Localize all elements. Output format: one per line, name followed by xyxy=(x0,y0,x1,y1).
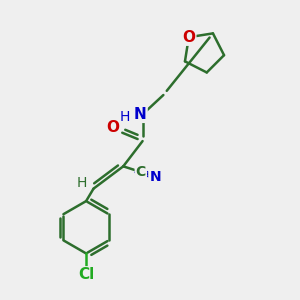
Text: N: N xyxy=(149,170,161,184)
Text: H: H xyxy=(119,110,130,124)
Text: N: N xyxy=(134,107,147,122)
Text: Cl: Cl xyxy=(78,267,94,282)
Text: C: C xyxy=(136,165,146,179)
Text: O: O xyxy=(106,120,119,135)
Text: O: O xyxy=(182,30,195,45)
Text: H: H xyxy=(77,176,87,190)
